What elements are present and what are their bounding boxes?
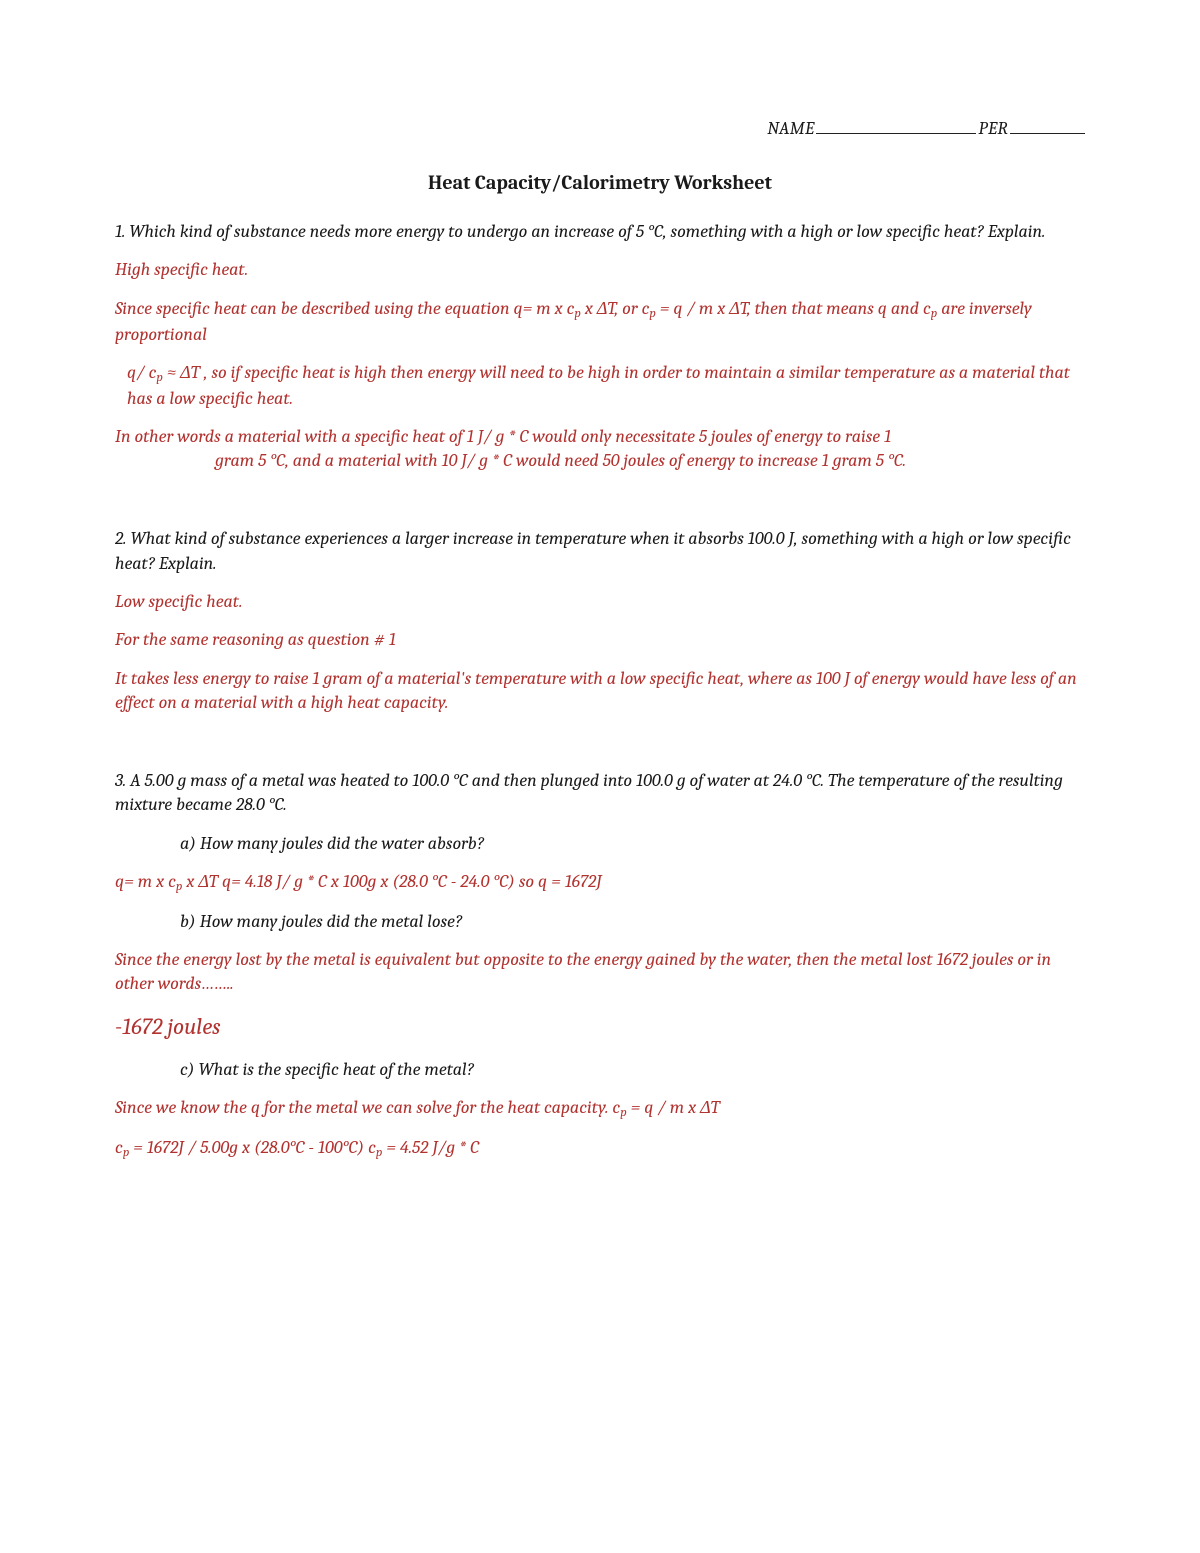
q3-ac2-post: = 4.52 J/g * C <box>382 1137 479 1158</box>
q3-part-b: b) How many joules did the metal lose? <box>115 910 1085 934</box>
q3-answer-b1: Since the energy lost by the metal is eq… <box>115 948 1085 997</box>
q2-answer-3: It takes less energy to raise 1 gram of … <box>115 667 1085 716</box>
header-name-per: NAME PER <box>115 115 1085 141</box>
q3-answer-a: q= m x cp x ΔT q= 4.18 J/ g * C x 100g x… <box>115 870 1085 896</box>
q3-prompt: 3. A 5.00 g mass of a metal was heated t… <box>115 769 1085 818</box>
q3-answer-c1: Since we know the q for the metal we can… <box>115 1096 1085 1122</box>
q1-answer-4: In other words a material with a specifi… <box>115 425 1085 474</box>
q1-answer-3: q/ cp ≈ ΔT , so if specific heat is high… <box>115 361 1085 411</box>
q3-ac2-pre: c <box>115 1137 123 1158</box>
q3-ac2-mid: = 1672J / 5.00g x (28.0°C - 100°C) c <box>129 1137 376 1158</box>
q3-part-a: a) How many joules did the water absorb? <box>115 832 1085 856</box>
q1-answer-1: High specific heat. <box>115 258 1085 282</box>
q3-answer-c2: cp = 1672J / 5.00g x (28.0°C - 100°C) cp… <box>115 1136 1085 1162</box>
q1-answer-2: Since specific heat can be described usi… <box>115 297 1085 347</box>
q3-ac1-post: = q / m x ΔT <box>627 1097 720 1118</box>
q3-aa-post: x ΔT q= 4.18 J/ g * C x 100g x (28.0 °C … <box>182 871 601 892</box>
q2-answer-1: Low specific heat. <box>115 590 1085 614</box>
name-label: NAME <box>767 118 814 139</box>
worksheet-title: Heat Capacity/Calorimetry Worksheet <box>115 169 1085 196</box>
q1-a2-mid: x ΔT, or c <box>581 298 650 319</box>
q1-a3-pre: q/ c <box>127 362 156 383</box>
q1-a4-l2: gram 5 °C, and a material with 10 J/ g *… <box>115 449 1085 473</box>
name-blank[interactable] <box>816 115 976 134</box>
q2-answer-2: For the same reasoning as question # 1 <box>115 628 1085 652</box>
q3-answer-b2: -1672 joules <box>115 1011 1085 1042</box>
q1-a2-post: = q / m x ΔT, then that means q and c <box>656 298 931 319</box>
q2-prompt: 2. What kind of substance experiences a … <box>115 527 1085 576</box>
q3-part-c: c) What is the specific heat of the meta… <box>115 1058 1085 1082</box>
q3-aa-pre: q= m x c <box>115 871 176 892</box>
per-blank[interactable] <box>1010 115 1085 134</box>
q3-ac1-pre: Since we know the q for the metal we can… <box>115 1097 620 1118</box>
q1-a3-post: ≈ ΔT , so if specific heat is high then … <box>127 362 1070 409</box>
q1-prompt: 1. Which kind of substance needs more en… <box>115 220 1085 244</box>
q1-a2-pre: Since specific heat can be described usi… <box>115 298 574 319</box>
per-label: PER <box>978 118 1008 139</box>
q1-a4-l1: In other words a material with a specifi… <box>115 425 1085 449</box>
